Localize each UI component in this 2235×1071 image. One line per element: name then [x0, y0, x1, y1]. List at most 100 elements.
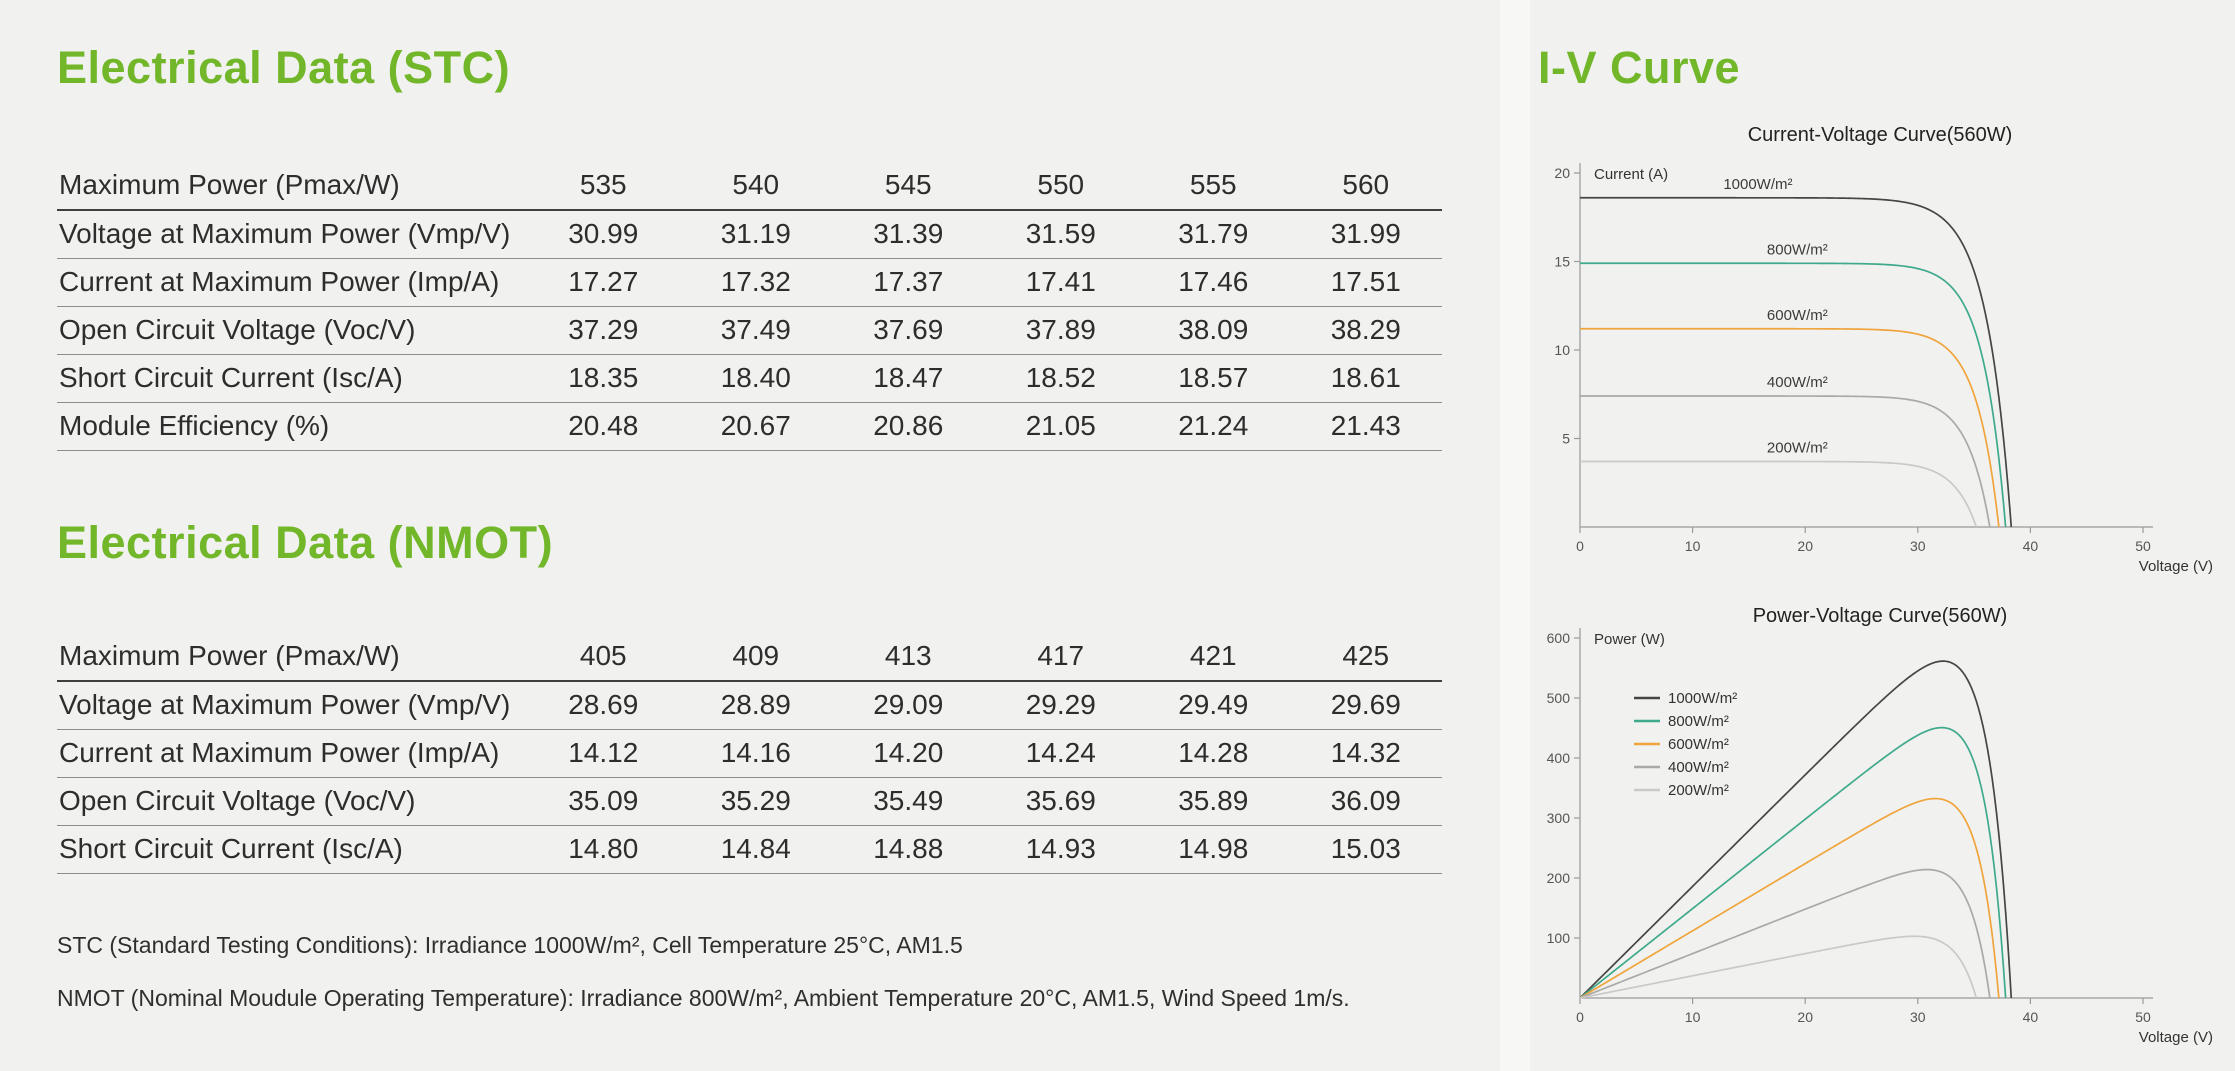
- nmot-footnote: NMOT (Nominal Moudule Operating Temperat…: [57, 984, 1350, 1011]
- cell-value: 540: [732, 169, 780, 201]
- legend-label: 800W/m²: [1668, 713, 1729, 730]
- cell-value: 35.09: [568, 785, 639, 816]
- series-curve: [1580, 262, 2007, 527]
- curve-label: 200W/m²: [1767, 439, 1828, 456]
- cell-value: 555: [1189, 169, 1237, 201]
- cell-value: 417: [1037, 640, 1085, 671]
- cell-value: 17.37: [873, 266, 944, 298]
- cell-value: 31.99: [1330, 218, 1401, 250]
- row-label: Maximum Power (Pmax/W): [59, 169, 400, 201]
- cell-value: 413: [884, 640, 932, 671]
- y-tick-label: 500: [1547, 690, 1571, 706]
- x-axis-label: Voltage (V): [2139, 1029, 2213, 1046]
- series-curve: [1580, 327, 2000, 527]
- iv-chart-title: Current-Voltage Curve(560W): [1747, 123, 2013, 146]
- cell-value: 31.59: [1025, 218, 1096, 250]
- cell-value: 37.29: [568, 314, 639, 346]
- cell-value: 14.84: [720, 833, 791, 864]
- cell-value: 35.69: [1025, 785, 1096, 816]
- cell-value: 29.29: [1025, 689, 1096, 720]
- cell-value: 14.88: [873, 833, 944, 864]
- series-curve: [1579, 660, 2013, 999]
- series-curve: [1580, 196, 2013, 527]
- cell-value: 20.48: [568, 410, 639, 442]
- cell-value: 14.80: [568, 833, 639, 864]
- nmot-table: Maximum Power (Pmax/W) 405 409 413 417 421 425…: [57, 633, 1442, 874]
- cell-value: 17.27: [568, 266, 639, 298]
- x-tick-label: 30: [1910, 1009, 1926, 1025]
- cell-value: 18.40: [720, 362, 791, 394]
- cell-value: 550: [1037, 169, 1085, 201]
- stc-section-title: Electrical Data (STC): [57, 42, 511, 93]
- cell-value: 36.09: [1330, 785, 1401, 816]
- table-row: Maximum Power (Pmax/W) 535 540 545 550 555 560: [57, 162, 1442, 211]
- cell-value: 425: [1342, 640, 1390, 671]
- cell-value: 21.24: [1178, 410, 1249, 442]
- cell-value: 18.47: [873, 362, 944, 394]
- cell-value: 38.09: [1178, 314, 1249, 346]
- stc-footnote: STC (Standard Testing Conditions): Irrad…: [57, 931, 963, 958]
- cell-value: 35.89: [1178, 785, 1249, 816]
- cell-value: 14.32: [1330, 737, 1401, 768]
- cell-value: 28.69: [568, 689, 639, 720]
- x-tick-label: 20: [1797, 1009, 1813, 1025]
- x-tick-label: 40: [2023, 1009, 2039, 1025]
- row-label: Current at Maximum Power (Imp/A): [59, 266, 500, 298]
- table-row: Voltage at Maximum Power (Vmp/V) 30.99 31.…: [57, 211, 1442, 259]
- x-tick-label: 50: [2135, 538, 2151, 554]
- table-row: Current at Maximum Power (Imp/A) 14.12 14.…: [57, 730, 1442, 778]
- x-tick-label: 20: [1797, 538, 1813, 554]
- iv-curve-section-title: I-V Curve: [1538, 42, 1741, 93]
- curve-label: 1000W/m²: [1723, 176, 1792, 193]
- table-row: Short Circuit Current (Isc/A) 18.35 18.40 1…: [57, 355, 1442, 403]
- series-curve: [1579, 935, 1978, 999]
- cell-value: 37.89: [1025, 314, 1096, 346]
- table-row: Short Circuit Current (Isc/A) 14.80 14.84 1…: [57, 826, 1442, 874]
- panel-divider: [1500, 0, 1530, 1071]
- y-tick-label: 5: [1562, 430, 1570, 446]
- y-axis-label: Power (W): [1594, 631, 1665, 648]
- cell-value: 545: [884, 169, 932, 201]
- cell-value: 17.51: [1330, 266, 1401, 298]
- cell-value: 29.69: [1330, 689, 1401, 720]
- series-curve: [1579, 726, 2007, 999]
- cell-value: 14.98: [1178, 833, 1249, 864]
- legend-label: 1000W/m²: [1668, 690, 1737, 707]
- cell-value: 31.79: [1178, 218, 1249, 250]
- nmot-section-title: Electrical Data (NMOT): [57, 516, 554, 568]
- table-row: Open Circuit Voltage (Voc/V) 37.29 37.49 37…: [57, 307, 1442, 355]
- y-tick-label: 10: [1554, 342, 1570, 358]
- curve-label: 600W/m²: [1767, 307, 1828, 324]
- cell-value: 38.29: [1330, 314, 1401, 346]
- cell-value: 409: [732, 640, 780, 671]
- series-curve: [1580, 394, 1991, 527]
- x-axis-label: Voltage (V): [2139, 558, 2213, 575]
- electrical-data-panel: Electrical Data (STC) Maximum Power (Pma…: [57, 42, 1442, 1011]
- table-row: Maximum Power (Pmax/W) 405 409 413 417 421 425: [57, 633, 1442, 682]
- curve-label: 800W/m²: [1767, 241, 1828, 258]
- cell-value: 37.69: [873, 314, 944, 346]
- y-axis-label: Current (A): [1594, 166, 1668, 183]
- cell-value: 15.03: [1330, 833, 1401, 864]
- row-label: Current at Maximum Power (Imp/A): [59, 737, 500, 768]
- x-tick-label: 40: [2023, 538, 2039, 554]
- y-tick-label: 600: [1547, 630, 1571, 646]
- cell-value: 31.39: [873, 218, 944, 250]
- series-curve: [1579, 868, 1991, 999]
- row-label: Open Circuit Voltage (Voc/V): [59, 314, 416, 346]
- cell-value: 28.89: [720, 689, 791, 720]
- x-tick-label: 30: [1910, 538, 1926, 554]
- cell-value: 20.86: [873, 410, 944, 442]
- series-curve: [1580, 460, 1978, 528]
- cell-value: 18.57: [1178, 362, 1249, 394]
- row-label: Voltage at Maximum Power (Vmp/V): [59, 689, 511, 720]
- cell-value: 18.35: [568, 362, 639, 394]
- row-label: Voltage at Maximum Power (Vmp/V): [59, 218, 511, 250]
- cell-value: 29.09: [873, 689, 944, 720]
- cell-value: 29.49: [1178, 689, 1249, 720]
- cell-value: 14.16: [720, 737, 791, 768]
- row-label: Module Efficiency (%): [59, 410, 330, 442]
- y-tick-label: 200: [1547, 870, 1571, 886]
- row-label: Short Circuit Current (Isc/A): [59, 833, 403, 864]
